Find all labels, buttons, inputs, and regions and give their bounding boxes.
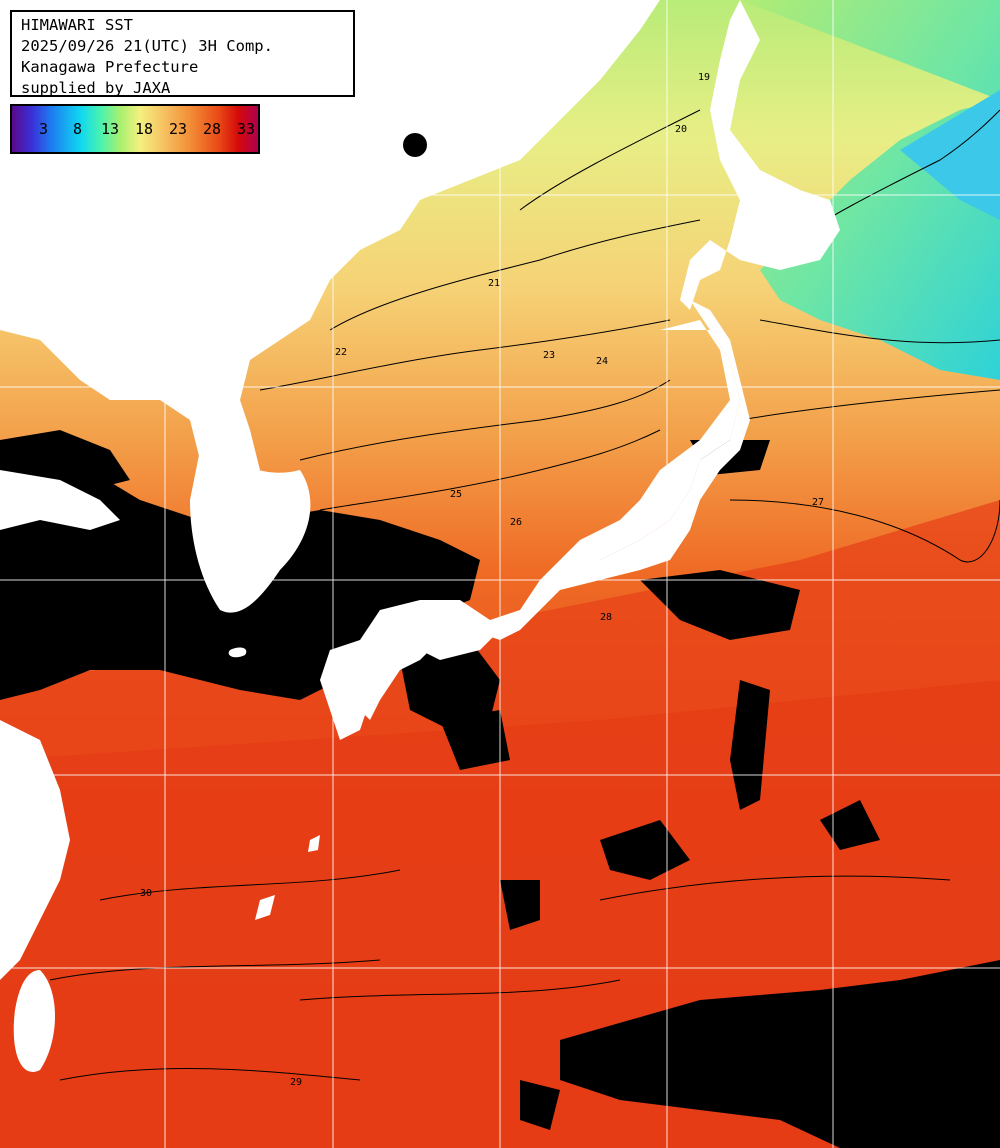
- cloud-mask-south-1: [500, 880, 540, 930]
- contour-label: 27: [812, 497, 824, 508]
- contour-label: 22: [335, 347, 347, 358]
- legend-tick: 23: [169, 120, 188, 138]
- contour-label: 23: [543, 350, 555, 361]
- land-island: [403, 133, 427, 157]
- contour-label: 24: [596, 356, 608, 367]
- land-hokkaido: [680, 0, 840, 310]
- cloud-mask-southeast: [560, 960, 1000, 1148]
- cold-water-area: [740, 0, 1000, 380]
- contour-labels: 19 20 21 22 23 24 25 26 27 28 29 30: [140, 72, 824, 1088]
- legend-tick: 18: [135, 120, 154, 138]
- isotherm-contours: [49, 109, 1000, 1081]
- title-line: HIMAWARI SST: [21, 16, 133, 34]
- cloud-mask-east-3: [730, 680, 770, 810]
- contour-label: 28: [600, 612, 612, 623]
- map-title-box: HIMAWARI SST 2025/09/26 21(UTC) 3H Comp.…: [10, 10, 355, 97]
- legend-tick: 3: [39, 120, 49, 138]
- legend-tick: 13: [101, 120, 120, 138]
- land-honshu-fill: [560, 320, 740, 560]
- contour-label: 25: [450, 489, 462, 500]
- land-island: [228, 647, 247, 658]
- contour-label: 30: [140, 888, 152, 899]
- cloud-mask-south-4: [520, 1080, 560, 1130]
- cyan-water-area: [900, 90, 1000, 220]
- land-taiwan: [13, 970, 55, 1072]
- title-date: 2025/09/26 21(UTC) 3H Comp.: [21, 37, 273, 55]
- contour-label: 21: [488, 278, 500, 289]
- legend-tick: 28: [203, 120, 222, 138]
- contour-label: 29: [290, 1077, 302, 1088]
- cloud-mask-east-1: [640, 570, 800, 640]
- contour-label: 20: [675, 124, 687, 135]
- legend-tick: 8: [73, 120, 83, 138]
- cloud-mask-west-2: [0, 430, 130, 490]
- title-credit: supplied by JAXA: [21, 79, 171, 97]
- land-kyushu: [320, 640, 380, 740]
- cloud-mask-south-3: [820, 800, 880, 850]
- contour-label: 19: [698, 72, 710, 83]
- land-honshu: [340, 300, 750, 720]
- title-region: Kanagawa Prefecture: [21, 58, 199, 76]
- land-korea-peninsula: [190, 450, 311, 613]
- land-china-coast: [0, 720, 70, 980]
- land-island: [308, 835, 320, 852]
- cloud-mask-south-2: [440, 710, 510, 770]
- land-shikoku: [420, 620, 500, 660]
- legend-tick: 33: [237, 120, 256, 138]
- land-island: [255, 895, 275, 920]
- cloud-mask-center: [400, 640, 500, 730]
- contour-label: 26: [510, 517, 522, 528]
- color-scale-legend: 3 8 13 18 23 28 33: [10, 104, 260, 154]
